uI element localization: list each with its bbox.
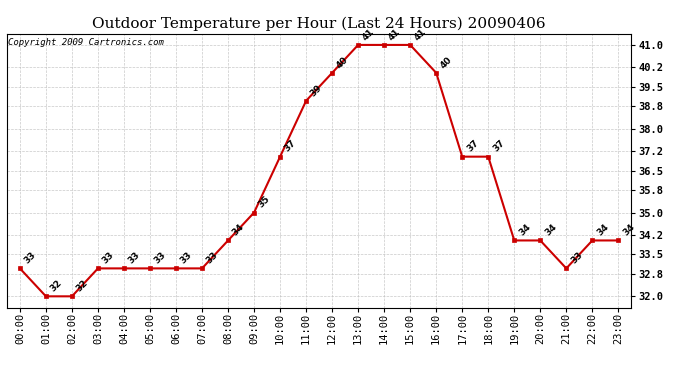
Title: Outdoor Temperature per Hour (Last 24 Hours) 20090406: Outdoor Temperature per Hour (Last 24 Ho… [92,17,546,31]
Text: 32: 32 [49,278,64,294]
Text: 39: 39 [309,83,324,98]
Text: 33: 33 [152,251,168,266]
Text: 37: 37 [465,139,480,154]
Text: 33: 33 [127,251,142,266]
Text: 37: 37 [491,139,506,154]
Text: 33: 33 [569,251,584,266]
Text: 33: 33 [205,251,220,266]
Text: 33: 33 [179,251,194,266]
Text: 40: 40 [335,55,350,70]
Text: 37: 37 [283,139,298,154]
Text: Copyright 2009 Cartronics.com: Copyright 2009 Cartronics.com [8,38,164,47]
Text: 41: 41 [413,27,428,42]
Text: 33: 33 [23,251,38,266]
Text: 32: 32 [75,278,90,294]
Text: 35: 35 [257,195,272,210]
Text: 34: 34 [517,222,532,238]
Text: 34: 34 [231,222,246,238]
Text: 40: 40 [439,55,454,70]
Text: 34: 34 [595,222,611,238]
Text: 34: 34 [621,222,636,238]
Text: 34: 34 [543,222,558,238]
Text: 41: 41 [361,27,376,42]
Text: 33: 33 [101,251,116,266]
Text: 41: 41 [387,27,402,42]
